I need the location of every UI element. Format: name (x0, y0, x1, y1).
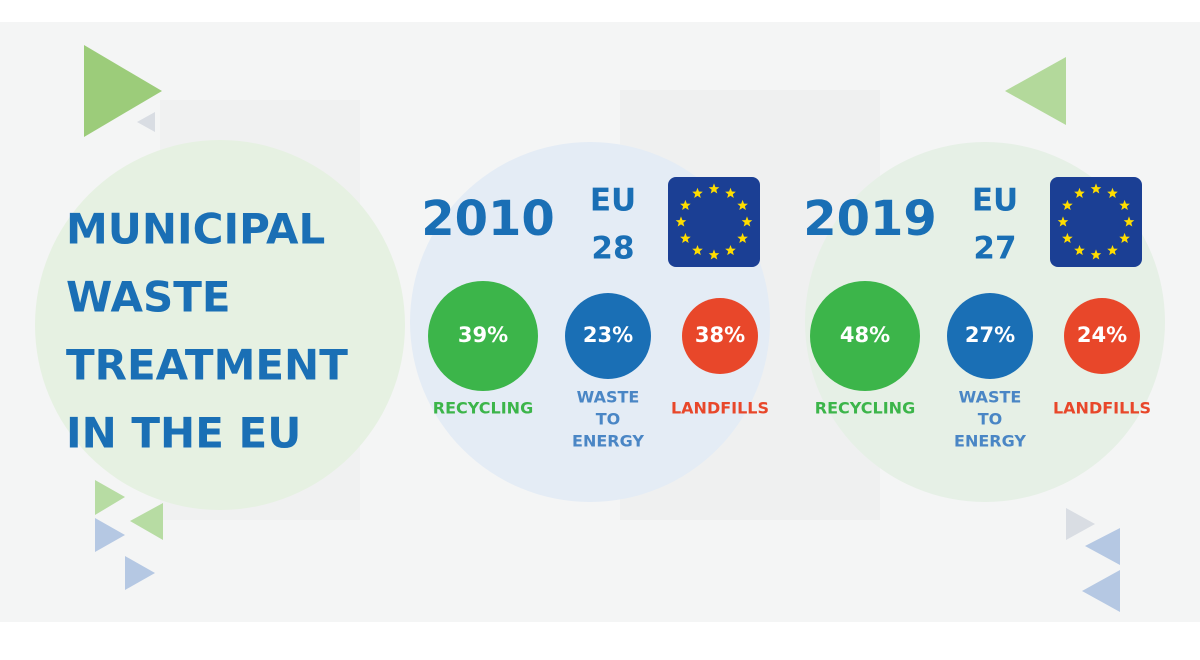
triangle-decor (125, 556, 155, 590)
title-line: WASTE (66, 273, 231, 322)
share-label: RECYCLING (815, 399, 915, 418)
triangle-decor (1066, 508, 1095, 540)
region: 28 (591, 231, 634, 267)
flag-star (737, 199, 748, 210)
triangle-decor (130, 503, 163, 540)
flag-star (692, 245, 703, 256)
flag-star (725, 245, 736, 256)
eu-flag (1050, 177, 1142, 267)
triangle-decor (137, 112, 155, 132)
flag-star (1062, 232, 1073, 243)
title-line: MUNICIPAL (66, 205, 325, 254)
triangle-decor (1005, 57, 1066, 125)
share-value: 24% (1077, 323, 1127, 347)
flag-star (708, 183, 720, 194)
share-circle (565, 293, 651, 379)
region: EU (972, 183, 1018, 219)
flag-star (737, 232, 748, 243)
eu-flag (668, 177, 760, 267)
content: MUNICIPAL WASTE TREATMENT IN THE EU 2010 EU 28… (66, 177, 1151, 458)
share-label: TO (596, 410, 621, 429)
flag-star (1057, 216, 1069, 227)
share-label: WASTE (577, 388, 640, 407)
flag-star (1107, 245, 1118, 256)
share-label: LANDFILLS (1053, 399, 1151, 418)
share-label: TO (978, 410, 1003, 429)
flag-star (1062, 199, 1073, 210)
flag-star (1107, 187, 1118, 198)
flag-star (1090, 249, 1102, 260)
flag-star (1074, 245, 1085, 256)
share-label: WASTE (959, 388, 1022, 407)
share-value: 27% (965, 323, 1015, 347)
title-line: TREATMENT (66, 341, 348, 390)
flag-star (675, 216, 687, 227)
share-value: 48% (840, 323, 890, 347)
title-circle (35, 140, 405, 510)
share-circle (947, 293, 1033, 379)
flag-star (741, 216, 753, 227)
triangle-decor (95, 480, 125, 515)
share-value: 23% (583, 323, 633, 347)
flag-star (1119, 232, 1130, 243)
share-label: RECYCLING (433, 399, 533, 418)
share-circle (428, 281, 538, 391)
flag-star (680, 232, 691, 243)
flag-star (1074, 187, 1085, 198)
region: EU (590, 183, 636, 219)
flag-star (1119, 199, 1130, 210)
title-line: IN THE EU (66, 409, 301, 458)
share-label: LANDFILLS (671, 399, 769, 418)
flag-star (725, 187, 736, 198)
share-circle (810, 281, 920, 391)
triangle-decor (1082, 570, 1120, 612)
share-label: ENERGY (954, 432, 1026, 451)
share-value: 39% (458, 323, 508, 347)
triangle-decor (1085, 528, 1120, 565)
year: 2010 (421, 191, 555, 247)
triangle-decor (95, 518, 125, 552)
triangle-decor (84, 45, 162, 137)
share-circle (682, 298, 758, 374)
year: 2019 (803, 191, 937, 247)
flag-star (680, 199, 691, 210)
flag-star (692, 187, 703, 198)
flag-star (1090, 183, 1102, 194)
share-value: 38% (695, 323, 745, 347)
region: 27 (973, 231, 1016, 267)
flag-star (708, 249, 720, 260)
share-label: ENERGY (572, 432, 644, 451)
share-circle (1064, 298, 1140, 374)
flag-star (1123, 216, 1135, 227)
